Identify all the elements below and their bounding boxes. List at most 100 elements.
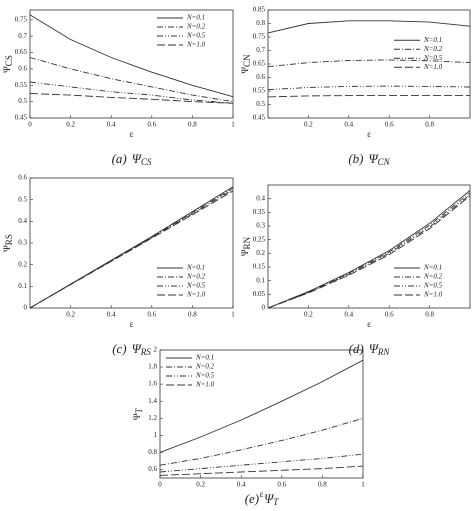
y-tick-label: 0.1 bbox=[18, 282, 27, 290]
caption-subscript: CS bbox=[141, 157, 152, 167]
caption-label: (b) bbox=[348, 151, 363, 166]
x-axis-label: ε bbox=[130, 319, 134, 329]
series-line bbox=[29, 93, 234, 104]
x-tick-label: 0.8 bbox=[188, 121, 197, 129]
caption: (c) ΨRS bbox=[112, 341, 151, 357]
caption-symbol: Ψ bbox=[132, 151, 143, 166]
y-tick-label: 0.4 bbox=[256, 194, 265, 202]
y-axis-label: ΨRN bbox=[240, 236, 252, 256]
caption-subscript: RN bbox=[377, 347, 390, 357]
x-axis-label: ε bbox=[367, 129, 371, 139]
x-tick-label: 0.8 bbox=[425, 121, 434, 129]
y-axis-subscript: RN bbox=[242, 236, 252, 249]
y-tick-label: 1.6 bbox=[148, 380, 157, 388]
legend-label: N=1.0 bbox=[423, 291, 443, 299]
caption-symbol: Ψ bbox=[132, 341, 143, 356]
caption-label: (d) bbox=[349, 341, 364, 356]
y-tick-label: 0.1 bbox=[256, 276, 265, 284]
y-tick-label: 0.3 bbox=[256, 222, 265, 230]
x-tick-label: 0.6 bbox=[147, 311, 156, 319]
plot-frame bbox=[29, 9, 234, 119]
y-tick-label: 0.85 bbox=[253, 6, 266, 14]
x-tick-label: 0.8 bbox=[188, 311, 197, 319]
series-line bbox=[267, 85, 471, 91]
legend-label: N=0.1 bbox=[195, 354, 214, 362]
y-tick-label: 0.2 bbox=[18, 260, 27, 268]
x-tick-label: 0 bbox=[28, 121, 32, 129]
x-tick-label: 0.2 bbox=[304, 311, 313, 319]
caption-subscript: RS bbox=[140, 347, 151, 357]
x-tick-label: 1 bbox=[231, 121, 235, 129]
x-tick-label: 0.6 bbox=[385, 311, 394, 319]
y-tick-label: 0.45 bbox=[253, 114, 266, 122]
legend-label: N=0.2 bbox=[186, 273, 206, 281]
y-tick-label: 0 bbox=[262, 304, 266, 312]
y-axis-label: ΨRS bbox=[2, 234, 14, 252]
y-axis-subscript: RS bbox=[4, 234, 14, 245]
series-line bbox=[267, 20, 471, 34]
series-line bbox=[159, 453, 364, 473]
x-axis-label: ε bbox=[260, 489, 264, 499]
legend-label: N=0.5 bbox=[423, 54, 443, 62]
x-tick-label: 0.6 bbox=[385, 121, 394, 129]
x-tick-label: 0.4 bbox=[344, 121, 353, 129]
x-tick-label: 0.8 bbox=[318, 481, 327, 489]
y-tick-label: 0.2 bbox=[256, 249, 265, 257]
panel: 0 0.05 0.1 0.15 0.2 0.25 0.3 0.35 0.4 0.2 0.4 0.6 0.… bbox=[240, 184, 471, 357]
legend-label: N=0.5 bbox=[186, 32, 206, 40]
legend-label: N=1.0 bbox=[186, 41, 206, 49]
caption-subscript: T bbox=[273, 497, 279, 507]
y-tick-label: 0 bbox=[24, 304, 28, 312]
y-tick-label: 0.7 bbox=[256, 46, 265, 54]
y-tick-label: 1 bbox=[154, 431, 158, 439]
legend-label: N=0.2 bbox=[423, 273, 443, 281]
y-tick-label: 0.75 bbox=[15, 15, 28, 23]
series-line bbox=[267, 59, 471, 68]
y-tick-label: 0.5 bbox=[18, 195, 27, 203]
caption-label: (e) bbox=[245, 491, 259, 506]
y-tick-label: 0.35 bbox=[253, 208, 266, 216]
x-tick-label: 1 bbox=[231, 311, 235, 319]
panel: 0.60.811.21.41.61.820 0.2 0.4 0.6 0.8 1εΨT(e)… bbox=[132, 346, 365, 507]
y-tick-label: 1.8 bbox=[148, 363, 157, 371]
caption-label: (c) bbox=[112, 341, 126, 356]
y-axis-symbol: Ψ bbox=[132, 413, 142, 420]
y-tick-label: 0.05 bbox=[253, 290, 266, 298]
legend-label: N=0.1 bbox=[186, 14, 205, 22]
y-tick-label: 0.25 bbox=[253, 235, 266, 243]
caption-symbol: Ψ bbox=[369, 151, 380, 166]
y-tick-label: 0.6 bbox=[18, 174, 27, 182]
y-tick-label: 0.8 bbox=[256, 19, 265, 27]
series-line bbox=[29, 14, 234, 98]
x-tick-label: 0 bbox=[158, 481, 162, 489]
series-line bbox=[267, 195, 471, 309]
y-axis-symbol: Ψ bbox=[2, 66, 12, 73]
series-line bbox=[267, 95, 470, 98]
series-line bbox=[159, 465, 364, 476]
plot-frame bbox=[267, 184, 471, 309]
panel: 0.45 0.5 0.55 0.6 0.65 0.7 0.75 0.8 0.85 0.2 0.4 0.… bbox=[240, 6, 471, 167]
y-tick-label: 0.3 bbox=[18, 239, 27, 247]
x-tick-label: 0.6 bbox=[277, 481, 286, 489]
x-tick-label: 0.2 bbox=[196, 481, 205, 489]
caption-label: (a) bbox=[112, 151, 127, 166]
x-tick-label: 0.6 bbox=[147, 121, 156, 129]
legend-label: N=0.1 bbox=[423, 36, 442, 44]
legend-label: N=0.1 bbox=[186, 264, 205, 272]
series-line bbox=[29, 190, 234, 309]
legend-label: N=0.5 bbox=[195, 372, 215, 380]
y-tick-label: 1.2 bbox=[148, 414, 157, 422]
y-axis-symbol: Ψ bbox=[240, 249, 250, 256]
caption-subscript: CN bbox=[378, 157, 391, 167]
x-axis-label: ε bbox=[367, 319, 371, 329]
series-line bbox=[159, 359, 364, 453]
y-tick-label: 0.75 bbox=[253, 33, 266, 41]
y-tick-label: 0.15 bbox=[253, 263, 266, 271]
y-axis-symbol: Ψ bbox=[240, 67, 250, 74]
y-tick-label: 0.6 bbox=[256, 73, 265, 81]
y-tick-label: 0.45 bbox=[15, 114, 28, 122]
y-tick-label: 0.8 bbox=[148, 448, 157, 456]
legend-label: N=1.0 bbox=[423, 63, 443, 71]
caption: (b) ΨCN bbox=[348, 151, 390, 167]
